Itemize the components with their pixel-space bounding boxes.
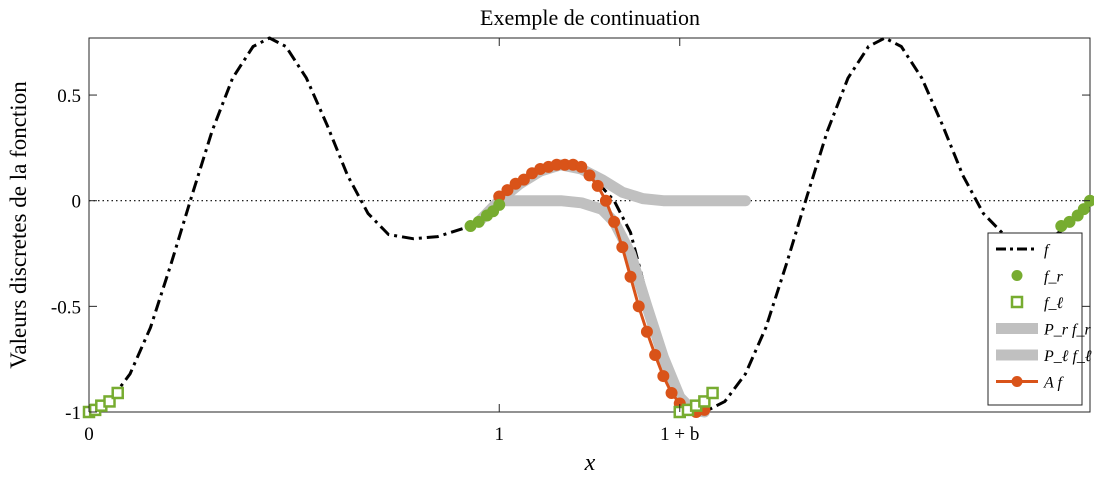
series-2-point-4: [111, 386, 124, 400]
series-5-point-13: [599, 194, 612, 207]
series-line-4: [493, 195, 710, 418]
series-2-point-8: [698, 395, 711, 408]
legend-box: [987, 232, 1083, 406]
x-ticks: 0 1 1 + b: [84, 38, 699, 445]
legend-swatch-2: [1010, 295, 1024, 309]
y-tick-label-0: 0.5: [57, 86, 81, 107]
legend-label-3: P_r f_r: [1043, 322, 1091, 339]
series-5-point-3: [517, 173, 530, 186]
legend-label-4: P_ℓ f_ℓ: [1043, 348, 1092, 365]
legend-label-0: f: [1044, 242, 1051, 259]
legend: f f_r f_ℓ P_r f_r P_ℓ f_ℓ A f: [987, 232, 1092, 406]
series-5-point-16: [624, 270, 637, 283]
series-line-0: [88, 36, 1092, 414]
series-5-point-21: [665, 386, 678, 399]
series-2-point-3: [103, 395, 116, 408]
y-axis-label: Valeurs discretes de la fonction: [6, 81, 31, 369]
series-5-point-10: [575, 160, 588, 173]
series-5-point-20: [657, 370, 670, 383]
x-axis-label: x: [584, 450, 596, 476]
legend-label-2: f_ℓ: [1044, 295, 1063, 312]
series-1-point-4: [493, 198, 506, 211]
series-5-point-19: [649, 348, 662, 361]
series-5-point-18: [640, 325, 653, 338]
series-5-point-12: [591, 179, 604, 192]
legend-swatch-marker-5: [1011, 376, 1023, 387]
series-5-point-1: [501, 184, 514, 197]
series-5-point-17: [632, 300, 645, 313]
series-1-point-6: [1063, 215, 1076, 228]
axes-box: [88, 37, 1091, 413]
y-ticks: 0.5 0 -0.5 -1: [51, 86, 1090, 424]
legend-swatch-1: [1011, 270, 1023, 281]
chart-title: Exemple de continuation: [480, 5, 700, 30]
legend-label-5: A f: [1043, 375, 1064, 392]
y-tick-label-2: -0.5: [51, 297, 81, 318]
series-1-point-1: [472, 215, 485, 228]
series-1-point-8: [1077, 203, 1090, 216]
x-tick-label-0: 0: [84, 424, 94, 445]
x-tick-label-1: 1: [494, 424, 504, 445]
series-5-point-11: [583, 169, 596, 182]
y-tick-label-3: -1: [65, 403, 81, 424]
series-5-point-14: [608, 215, 621, 228]
series-2-point-9: [706, 386, 719, 400]
x-tick-label-2: 1 + b: [660, 424, 699, 445]
plot-area: [82, 36, 1094, 419]
legend-label-1: f_r: [1044, 269, 1063, 286]
series-5-point-15: [616, 241, 629, 254]
y-tick-label-1: 0: [72, 192, 82, 213]
